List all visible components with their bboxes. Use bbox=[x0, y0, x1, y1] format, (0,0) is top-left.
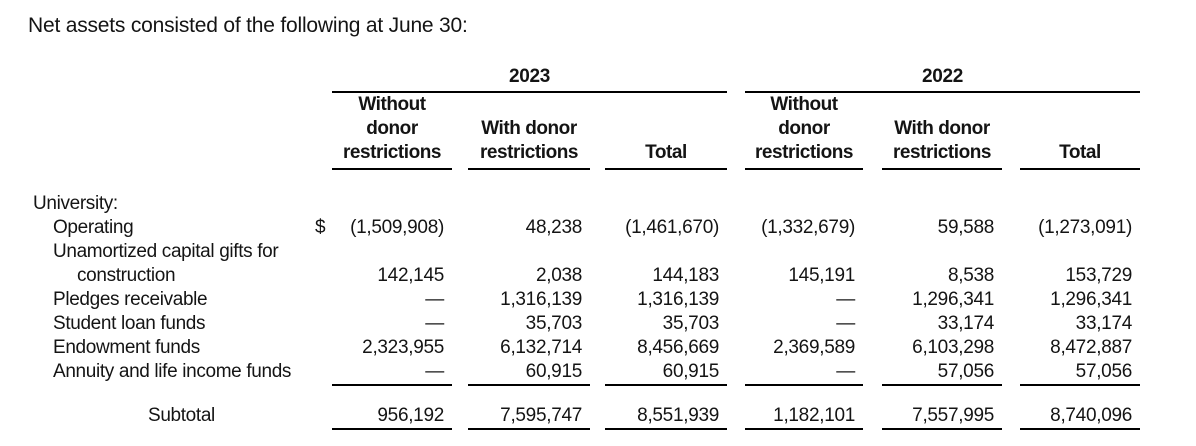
table-row-subtotal: Subtotal 956,192 7,595,747 8,551,939 1,1… bbox=[33, 404, 1140, 430]
amount-cell: 7,557,995 bbox=[863, 404, 1002, 430]
empty-cell bbox=[315, 312, 332, 336]
amount-cell: 57,056 bbox=[1002, 360, 1140, 386]
page-title: Net assets consisted of the following at… bbox=[28, 14, 468, 37]
currency-symbol: $ bbox=[315, 217, 326, 238]
amount-cell: 1,296,341 bbox=[1050, 289, 1132, 310]
col-header-2022-with-donor: With donor restrictions bbox=[863, 93, 1002, 170]
amount-cell: — bbox=[425, 289, 444, 310]
amount-cell: 8,456,669 bbox=[637, 337, 719, 358]
row-label: Unamortized capital gifts for bbox=[53, 241, 279, 262]
amount-cell: 2,038 bbox=[535, 265, 582, 286]
spacer-row bbox=[33, 386, 1140, 404]
amount-cell: 1,296,341 bbox=[912, 289, 994, 310]
year-2023-label: 2023 bbox=[332, 65, 727, 93]
empty-cell bbox=[33, 65, 332, 93]
amount-cell: 60,915 bbox=[452, 360, 590, 386]
amount-cell: 59,588 bbox=[937, 217, 995, 238]
table-row-construction: construction 142,145 2,038 144,183 145,1… bbox=[33, 264, 1140, 288]
column-header-row: Without donor restrictions With donor re… bbox=[33, 93, 1140, 170]
amount-cell: 2,369,589 bbox=[773, 337, 855, 358]
row-label: Endowment funds bbox=[53, 337, 200, 358]
empty-cell bbox=[33, 93, 332, 170]
empty-cell bbox=[315, 240, 1140, 264]
table-row-student-loan: Student loan funds — 35,703 35,703 — 33,… bbox=[33, 312, 1140, 336]
table-row-pledges: Pledges receivable — 1,316,139 1,316,139… bbox=[33, 288, 1140, 312]
empty-cell bbox=[315, 336, 332, 360]
net-assets-table: 2023 2022 Without donor restrictions Wit… bbox=[33, 65, 1140, 430]
col-header-2022-without-donor: Without donor restrictions bbox=[727, 93, 863, 170]
amount-cell: 1,182,101 bbox=[727, 404, 863, 430]
amount-cell: 144,183 bbox=[652, 265, 719, 286]
amount-cell: 7,595,747 bbox=[452, 404, 590, 430]
amount-cell: 8,551,939 bbox=[590, 404, 727, 430]
amount-cell: (1,509,908) bbox=[350, 217, 444, 238]
table-row-operating: Operating $ (1,509,908) 48,238 (1,461,67… bbox=[33, 216, 1140, 240]
row-label: Student loan funds bbox=[53, 313, 206, 334]
row-label: University: bbox=[33, 193, 118, 214]
empty-cell bbox=[315, 264, 332, 288]
row-label: Annuity and life income funds bbox=[53, 361, 292, 382]
amount-cell: 6,103,298 bbox=[912, 337, 994, 358]
year-2022-label: 2022 bbox=[745, 65, 1140, 93]
empty-cell bbox=[315, 192, 1140, 216]
spacer-row bbox=[33, 170, 1140, 192]
col-header-2022-total: Total bbox=[1002, 93, 1140, 170]
amount-cell: 57,056 bbox=[863, 360, 1002, 386]
table-row-unamortized: Unamortized capital gifts for bbox=[33, 240, 1140, 264]
row-label: Subtotal bbox=[148, 405, 215, 426]
col-header-2023-with-donor: With donor restrictions bbox=[452, 93, 590, 170]
amount-cell: 8,538 bbox=[947, 265, 994, 286]
amount-cell: 1,316,139 bbox=[500, 289, 582, 310]
amount-cell: — bbox=[836, 313, 855, 334]
amount-cell: 48,238 bbox=[525, 217, 583, 238]
amount-cell: 153,729 bbox=[1065, 265, 1132, 286]
table-row-university: University: bbox=[33, 192, 1140, 216]
table-row-annuity: Annuity and life income funds — 60,915 6… bbox=[33, 360, 1140, 386]
amount-cell: 33,174 bbox=[1075, 313, 1133, 334]
amount-cell: 60,915 bbox=[590, 360, 727, 386]
amount-cell: 8,472,887 bbox=[1050, 337, 1132, 358]
amount-cell: (1,273,091) bbox=[1038, 217, 1132, 238]
amount-cell: — bbox=[727, 360, 863, 386]
empty-cell bbox=[315, 404, 332, 430]
amount-cell: 8,740,096 bbox=[1002, 404, 1140, 430]
col-header-2023-total: Total bbox=[590, 93, 727, 170]
amount-cell: 35,703 bbox=[662, 313, 720, 334]
amount-cell: 142,145 bbox=[377, 265, 444, 286]
row-label: Operating bbox=[53, 217, 134, 238]
year-group-2023: 2023 bbox=[332, 65, 727, 93]
amount-cell: 956,192 bbox=[332, 404, 452, 430]
col-header-2023-without-donor: Without donor restrictions bbox=[332, 93, 452, 170]
year-group-2022: 2022 bbox=[727, 65, 1140, 93]
table-row-endowment: Endowment funds 2,323,955 6,132,714 8,45… bbox=[33, 336, 1140, 360]
empty-cell bbox=[315, 360, 332, 386]
amount-cell: 35,703 bbox=[525, 313, 583, 334]
amount-cell: (1,332,679) bbox=[761, 217, 855, 238]
row-label: Pledges receivable bbox=[53, 289, 208, 310]
amount-cell: 1,316,139 bbox=[637, 289, 719, 310]
amount-cell: 145,191 bbox=[788, 265, 855, 286]
amount-cell: 33,174 bbox=[937, 313, 995, 334]
amount-cell: 2,323,955 bbox=[362, 337, 444, 358]
empty-cell bbox=[315, 288, 332, 312]
amount-cell: 6,132,714 bbox=[500, 337, 582, 358]
year-header-row: 2023 2022 bbox=[33, 65, 1140, 93]
row-label: construction bbox=[77, 265, 176, 286]
amount-cell: — bbox=[425, 313, 444, 334]
amount-cell: (1,461,670) bbox=[625, 217, 719, 238]
amount-cell: — bbox=[332, 360, 452, 386]
amount-cell: — bbox=[836, 289, 855, 310]
